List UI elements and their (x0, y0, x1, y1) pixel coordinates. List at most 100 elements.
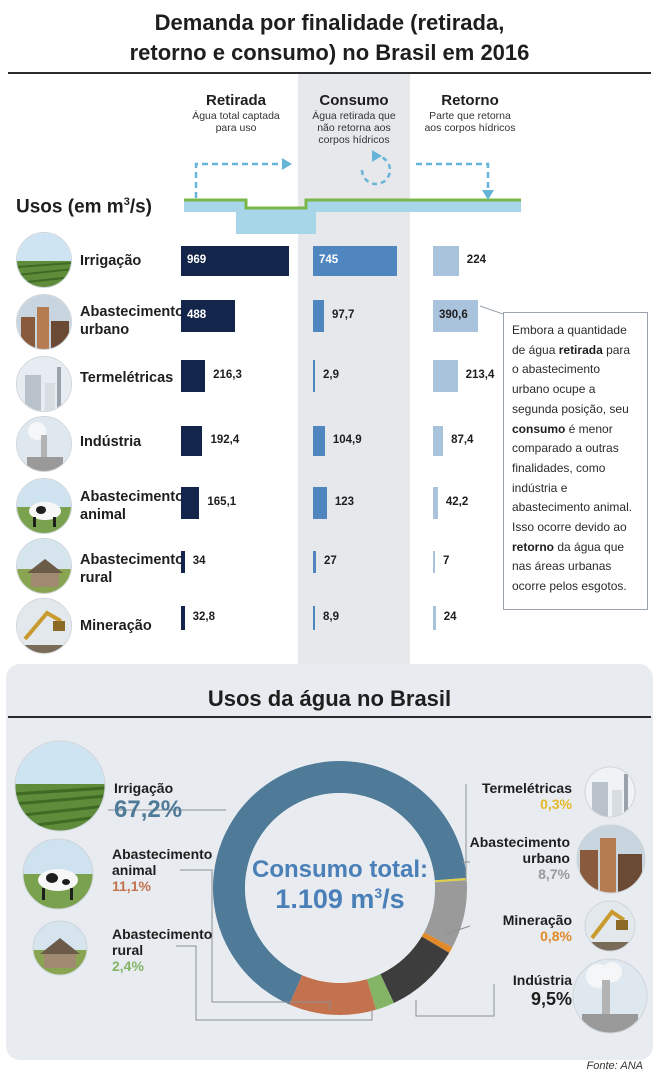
rural-house-large-icon (32, 920, 88, 976)
bar-retorno-rural (433, 551, 435, 573)
bar-label-consumo-animal: 123 (334, 496, 355, 508)
usos-label-text: Usos (em m (16, 196, 124, 218)
pie-pct-urbano: 8,7% (538, 866, 570, 882)
bar-consumo-animal (313, 487, 327, 519)
bar-label-consumo-urbano: 97,7 (332, 309, 355, 321)
use-label-animal-line2: animal (80, 507, 126, 523)
use-label-termeletricas: Termelétricas (80, 369, 173, 387)
pie-label-urbano-line1: Abastecimento (469, 834, 570, 850)
pie-pct-mineracao: 0,8% (540, 928, 572, 944)
bar-consumo-urbano (313, 300, 325, 332)
donut-slice-rural (366, 974, 394, 1010)
use-label-termeletricas-line1: Termelétricas (80, 370, 174, 386)
donut-hole (245, 793, 435, 983)
use-label-urbano-line1: Abastecimento (80, 304, 184, 320)
explanatory-note: Embora a quantidade de água retirada par… (503, 312, 648, 610)
thermoelectric-plant-icon (16, 356, 72, 412)
irrigation-large-icon (14, 740, 106, 832)
title-line-2: retorno e consumo) no Brasil em 2016 (129, 40, 530, 65)
cow-icon (16, 478, 72, 534)
bar-retirada-urbano (181, 300, 236, 332)
use-label-urbano-line2: urbano (80, 322, 130, 338)
consumo-arrowhead (372, 150, 382, 162)
pie-label-irrigacao: Irrigação 67,2% (114, 780, 182, 824)
pie-label-industria-name: Indústria (512, 972, 572, 988)
use-label-industria-line1: Indústria (80, 434, 142, 450)
usos-panel-title: Usos da água no Brasil (207, 686, 452, 711)
pie-label-termeletricas-name: Termelétricas (481, 780, 572, 796)
bar-consumo-irrigacao (313, 246, 397, 276)
bar-retorno-irrigacao (433, 246, 459, 276)
bar-consumo-industria (313, 426, 325, 456)
consumo-sub-line-2: não retorna aos (317, 122, 391, 134)
pie-label-animal-line1: Abastecimento (112, 846, 213, 862)
pie-pct-industria: 9,5% (530, 989, 572, 1009)
retirada-sub-line-1: Água total captada (192, 110, 280, 122)
industry-large-icon (572, 958, 648, 1034)
bar-label-retirada-animal: 165,1 (207, 496, 237, 508)
source-note: Fonte: ANA (586, 1060, 643, 1072)
water-flow-diagram (184, 150, 521, 234)
use-label-irrigacao: Irrigação (80, 252, 141, 270)
bar-label-retorno-termeletricas: 213,4 (465, 369, 495, 381)
bar-retorno-animal (433, 487, 438, 519)
bar-retorno-industria (433, 426, 444, 456)
pie-label-irrigacao-name: Irrigação (114, 780, 174, 796)
excavator-large-icon (584, 900, 636, 952)
bar-label-retirada-rural: 34 (192, 555, 206, 567)
pie-pct-termeletricas: 0,3% (540, 796, 572, 812)
use-label-abastecimento-urbano: Abastecimento urbano (80, 303, 184, 339)
bar-label-retirada-industria: 192,4 (210, 434, 240, 446)
retorno-sub-line-1: Parte que retorna (429, 110, 511, 122)
consumo-cycle-arrow (360, 154, 392, 186)
bar-label-retorno-animal: 42,2 (445, 496, 469, 508)
bar-retirada-termeletricas (181, 360, 206, 392)
pie-label-mineracao: Mineração 0,8% (470, 912, 572, 944)
bar-retirada-irrigacao (181, 246, 289, 276)
bar-label-retorno-mineracao: 24 (443, 611, 457, 623)
donut-slice-animal (289, 975, 376, 1015)
note-bold-consumo: consumo (512, 421, 566, 436)
note-bold-retirada: retirada (558, 342, 603, 357)
pie-label-termeletricas: Termelétricas 0,3% (470, 780, 572, 812)
pie-label-mineracao-name: Mineração (502, 912, 572, 928)
usos-label-sup: 3 (123, 196, 130, 208)
usos-label-suffix: /s) (129, 196, 153, 218)
demand-bar-chart: 969 488 216,3 192,4 165,1 34 32,8 745 97,7 2,9 104… (181, 246, 495, 630)
donut-center-title: Consumo total: (252, 856, 428, 883)
pie-label-rural-line2: rural (112, 942, 144, 958)
retirada-arrowhead (282, 158, 292, 170)
title-line-1: Demanda por finalidade (retirada, (154, 10, 505, 35)
bar-retirada-rural (181, 551, 185, 573)
bar-label-retirada-mineracao: 32,8 (192, 611, 216, 623)
bar-consumo-mineracao (313, 606, 315, 630)
retirada-subtitle: Água total captada para uso (176, 110, 296, 134)
note-text-1: Embora a quantidade de água (512, 323, 627, 357)
donut-slice-mineracao (421, 932, 453, 953)
retorno-flow-arrow (416, 162, 490, 192)
urban-buildings-icon (16, 294, 72, 350)
bar-retorno-termeletricas (433, 360, 458, 392)
bar-consumo-termeletricas (313, 360, 315, 392)
title-divider (8, 72, 651, 74)
use-label-rural-line1: Abastecimento (80, 552, 184, 568)
donut-slice-industria (380, 936, 450, 1004)
bar-label-consumo-mineracao: 8,9 (323, 611, 339, 623)
pie-label-animal-line2: animal (112, 862, 157, 878)
bar-retirada-mineracao (181, 606, 185, 630)
leader-line-mineracao (445, 925, 471, 935)
bar-label-consumo-industria: 104,9 (332, 434, 362, 446)
leader-line-industria (415, 984, 495, 1017)
bar-label-retirada-urbano: 488 (187, 309, 207, 321)
use-label-abastecimento-rural: Abastecimento rural (80, 551, 184, 587)
bar-label-retorno-urbano: 390,6 (439, 309, 468, 321)
use-label-abastecimento-animal: Abastecimento animal (80, 488, 184, 524)
bar-label-retirada-irrigacao: 969 (187, 254, 207, 266)
note-pointer (479, 305, 504, 315)
retirada-sub-line-2: para uso (215, 122, 257, 134)
center-value-unit: /s (382, 884, 405, 914)
page-title: Demanda por finalidade (retirada, retorn… (0, 8, 659, 68)
pie-label-animal: Abastecimento animal 11,1% (112, 846, 212, 894)
consumo-sub-line-1: Água retirada que (312, 110, 396, 122)
